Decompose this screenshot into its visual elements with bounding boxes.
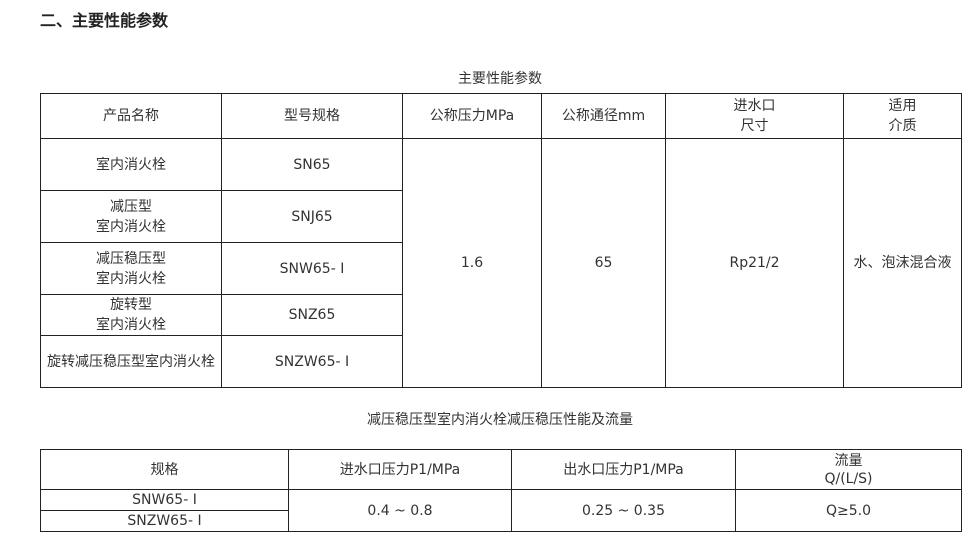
- model: SNW65- I: [40, 489, 289, 511]
- product-name: 室内消火栓: [40, 138, 222, 191]
- header-cell: 公称通径mm: [541, 93, 666, 139]
- header-cell: 进水口压力P1/MPa: [288, 449, 512, 490]
- table-row: 减压型 室内消火栓 SNJ65: [40, 190, 962, 243]
- product-name: 旋转减压稳压型室内消火栓: [40, 335, 222, 388]
- inlet-size: Rp21/2: [665, 138, 844, 388]
- medium: 水、泡沫混合液: [843, 138, 962, 388]
- table-row: SNZW65- I: [40, 510, 962, 532]
- flow: Q≥5.0: [735, 489, 962, 532]
- model: SNZ65: [221, 294, 403, 336]
- header-cell: 产品名称: [40, 93, 222, 139]
- header-cell: 适用 介质: [843, 93, 962, 139]
- model: SNZW65- I: [40, 510, 289, 532]
- pressure-flow-table: 规格 进水口压力P1/MPa 出水口压力P1/MPa 流量 Q/(L/S) SN…: [40, 449, 962, 532]
- product-name: 减压稳压型 室内消火栓: [40, 242, 222, 295]
- table-row: 室内消火栓 SN65 1.6 65 Rp21/2 水、泡沫混合液: [40, 138, 962, 388]
- inlet-pressure: 0.4 ~ 0.8: [288, 489, 512, 532]
- header-cell: 进水口 尺寸: [665, 93, 844, 139]
- header-cell: 出水口压力P1/MPa: [511, 449, 736, 490]
- table1-caption: 主要性能参数: [458, 71, 542, 87]
- header-cell: 流量 Q/(L/S): [735, 449, 962, 490]
- header-cell: 规格: [40, 449, 289, 490]
- header-cell: 公称压力MPa: [402, 93, 542, 139]
- table-row: 旋转型 室内消火栓 SNZ65: [40, 294, 962, 336]
- product-name: 旋转型 室内消火栓: [40, 294, 222, 336]
- table-header-row: 规格 进水口压力P1/MPa 出水口压力P1/MPa 流量 Q/(L/S): [40, 449, 962, 490]
- nominal-diameter: 65: [541, 138, 666, 388]
- table-row: 旋转减压稳压型室内消火栓 SNZW65- I: [40, 335, 962, 388]
- section-title: 二、主要性能参数: [40, 11, 169, 30]
- header-cell: 型号规格: [221, 93, 403, 139]
- model: SN65: [221, 138, 403, 191]
- model: SNZW65- I: [221, 335, 403, 388]
- table-row: SNW65- I 0.4 ~ 0.8 0.25 ~ 0.35 Q≥5.0: [40, 489, 962, 532]
- table-row: 减压稳压型 室内消火栓 SNW65- I: [40, 242, 962, 295]
- outlet-pressure: 0.25 ~ 0.35: [511, 489, 736, 532]
- table2-caption: 减压稳压型室内消火栓减压稳压性能及流量: [367, 412, 633, 428]
- nominal-pressure: 1.6: [402, 138, 542, 388]
- performance-table: 产品名称 型号规格 公称压力MPa 公称通径mm 进水口 尺寸 适用 介质 室内…: [40, 93, 962, 388]
- table-header-row: 产品名称 型号规格 公称压力MPa 公称通径mm 进水口 尺寸 适用 介质: [40, 93, 962, 139]
- product-name: 减压型 室内消火栓: [40, 190, 222, 243]
- model: SNW65- I: [221, 242, 403, 295]
- model: SNJ65: [221, 190, 403, 243]
